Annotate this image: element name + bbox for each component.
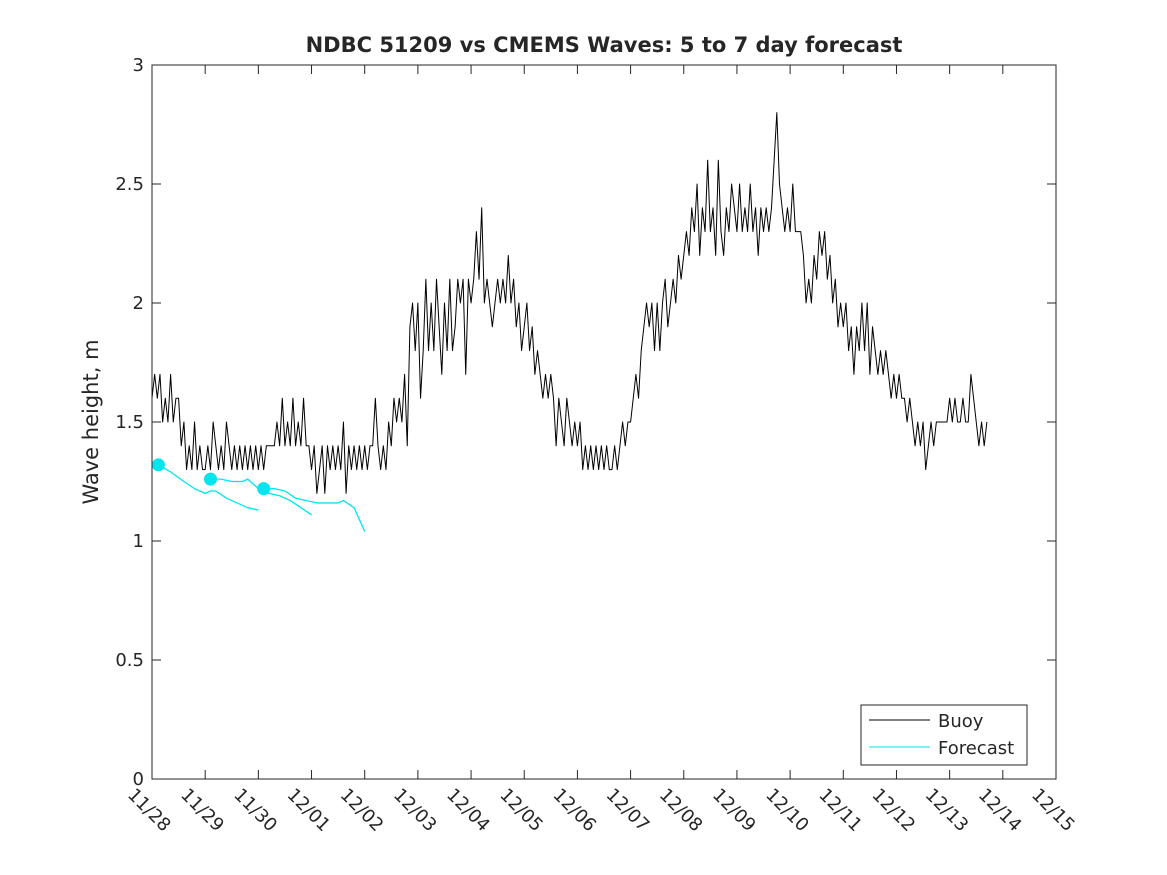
forecast-start-marker [203, 472, 217, 486]
chart-title: NDBC 51209 vs CMEMS Waves: 5 to 7 day fo… [306, 33, 903, 57]
buoy-series [151, 112, 988, 494]
legend-label-buoy: Buoy [938, 711, 984, 732]
y-axis-label: Wave height, m [79, 339, 103, 504]
y-tick-label: 1 [133, 531, 144, 552]
forecast-line [158, 464, 259, 511]
legend: Buoy Forecast [860, 704, 1028, 766]
y-tick-label: 0.5 [115, 650, 144, 671]
legend-box [860, 704, 1028, 766]
y-tick-label: 3 [133, 55, 144, 76]
forecast-start-marker [151, 458, 165, 472]
legend-label-forecast: Forecast [938, 738, 1014, 759]
forecast-series [151, 458, 366, 532]
y-tick-label: 2 [133, 293, 144, 314]
y-tick-label: 1.5 [115, 412, 144, 433]
forecast-start-marker [257, 482, 271, 496]
y-axis: 0 0.5 1 1.5 2 2.5 3 [115, 55, 1056, 790]
y-tick-label: 0 [133, 769, 144, 790]
y-tick-label: 2.5 [115, 174, 144, 195]
forecast-line [263, 487, 366, 532]
buoy-line [151, 112, 988, 494]
